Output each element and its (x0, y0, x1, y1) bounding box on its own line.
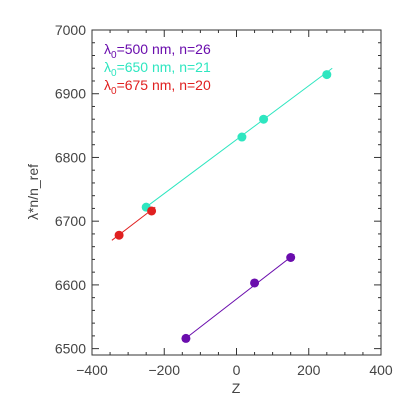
y-axis-label: λ*n/n_ref (25, 164, 41, 220)
y-tick-label: 6900 (55, 86, 86, 102)
data-point-series-2 (237, 132, 247, 142)
x-axis-label: Z (232, 380, 241, 396)
data-point-series-2 (259, 114, 269, 124)
legend-entry-2: λ0=650 nm, n=21 (104, 59, 211, 79)
fit-line-series-2 (142, 67, 333, 211)
y-tick-label: 7000 (55, 22, 86, 38)
x-tick-labels: −400 −200 0 200 400 (76, 362, 393, 378)
x-tick-label: −200 (148, 362, 180, 378)
data-point-series-1 (181, 333, 191, 343)
y-tick-label: 6500 (55, 341, 86, 357)
legend-entry-3: λ0=675 nm, n=20 (104, 77, 211, 97)
x-tick-label: −400 (76, 362, 108, 378)
y-tick-label: 6600 (55, 277, 86, 293)
data-point-series-3 (114, 230, 124, 240)
legend-entry-1: λ0=500 nm, n=26 (104, 41, 211, 61)
data-points (114, 70, 332, 343)
data-point-series-2 (322, 70, 332, 80)
axis-ticks (91, 29, 382, 355)
fit-line-series-1 (182, 253, 295, 342)
data-point-series-1 (250, 278, 260, 288)
y-tick-label: 6800 (55, 149, 86, 165)
x-tick-label: 400 (369, 362, 393, 378)
y-tick-labels: 6500 6600 6700 6800 6900 7000 (55, 22, 86, 357)
x-tick-label: 0 (233, 362, 241, 378)
y-tick-label: 6700 (55, 213, 86, 229)
x-tick-label: 200 (297, 362, 321, 378)
data-point-series-1 (286, 253, 296, 262)
data-point-series-3 (147, 206, 157, 216)
